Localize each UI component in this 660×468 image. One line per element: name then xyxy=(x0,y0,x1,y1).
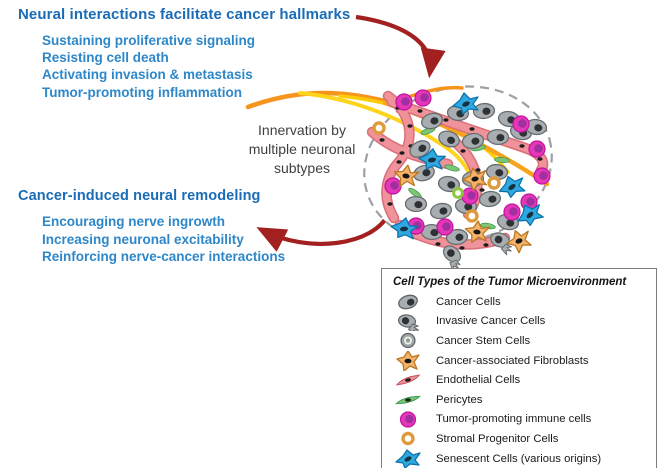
legend-row: Invasive Cancer Cells xyxy=(388,312,652,332)
legend-label: Stromal Progenitor Cells xyxy=(436,432,559,445)
hallmarks-title: Neural interactions facilitate cancer ha… xyxy=(18,6,351,23)
hallmark-item: Activating invasion & metastasis xyxy=(42,67,253,83)
invasive-cancer-cell-icon xyxy=(388,312,428,331)
remodeling-title: Cancer-induced neural remodeling xyxy=(18,188,261,204)
remodeling-item: Reinforcing nerve-cancer interactions xyxy=(42,249,286,265)
endothelial-cell-icon xyxy=(388,372,428,388)
remodeling-block: Cancer-induced neural remodeling Encoura… xyxy=(18,188,285,266)
hallmarks-list: Sustaining proliferative signaling Resis… xyxy=(42,32,350,101)
legend-title: Cell Types of the Tumor Microenvironment xyxy=(393,276,627,288)
remodeling-item: Increasing neuronal excitability xyxy=(42,231,244,247)
legend-row: Stromal Progenitor Cells xyxy=(388,429,652,449)
remodeling-list: Encouraging nerve ingrowth Increasing ne… xyxy=(42,213,285,266)
legend-label: Senescent Cells (various origins) xyxy=(436,452,602,465)
legend-label: Pericytes xyxy=(436,393,483,406)
pericyte-icon xyxy=(388,392,428,408)
legend-row: Cancer Cells xyxy=(388,292,652,312)
hallmark-item: Resisting cell death xyxy=(42,50,169,66)
legend-label: Cancer Stem Cells xyxy=(436,334,531,347)
legend-row: Tumor-promoting immune cells xyxy=(388,410,652,430)
cancer-cell-icon xyxy=(388,292,428,311)
hallmarks-block: Neural interactions facilitate cancer ha… xyxy=(18,6,350,101)
stromal-progenitor-icon xyxy=(388,429,428,448)
legend-label: Invasive Cancer Cells xyxy=(436,315,546,328)
legend-row: Pericytes xyxy=(388,390,652,410)
arrow-tumor-to-remodeling xyxy=(256,212,391,252)
immune-cell-icon xyxy=(388,410,428,429)
legend-label: Cancer Cells xyxy=(436,295,501,308)
legend-row: Senescent Cells (various origins) xyxy=(388,448,652,468)
cancer-stem-cell-icon xyxy=(388,331,428,350)
hallmark-item: Sustaining proliferative signaling xyxy=(42,33,256,48)
innervation-caption: Innervation by multiple neuronal subtype… xyxy=(248,122,356,176)
legend-row: Endothelial Cells xyxy=(388,370,652,390)
legend-row: Cancer Stem Cells xyxy=(388,331,652,351)
cell-type-legend: Cell Types of the Tumor Microenvironment… xyxy=(381,268,657,468)
legend-label: Tumor-promoting immune cells xyxy=(436,413,592,426)
senescent-cell-icon xyxy=(388,448,428,468)
remodeling-item: Encouraging nerve ingrowth xyxy=(42,214,226,229)
legend-rows: Cancer Cells Invasive Cancer Cells xyxy=(388,292,652,468)
legend-row: Cancer-associated Fibroblasts xyxy=(388,350,652,371)
fibroblast-icon xyxy=(388,350,428,371)
legend-label: Endothelial Cells xyxy=(436,374,521,387)
arrow-hallmarks-to-tumor xyxy=(355,14,446,79)
legend-label: Cancer-associated Fibroblasts xyxy=(436,354,589,367)
hallmark-item: Tumor-promoting inflammation xyxy=(42,84,242,100)
